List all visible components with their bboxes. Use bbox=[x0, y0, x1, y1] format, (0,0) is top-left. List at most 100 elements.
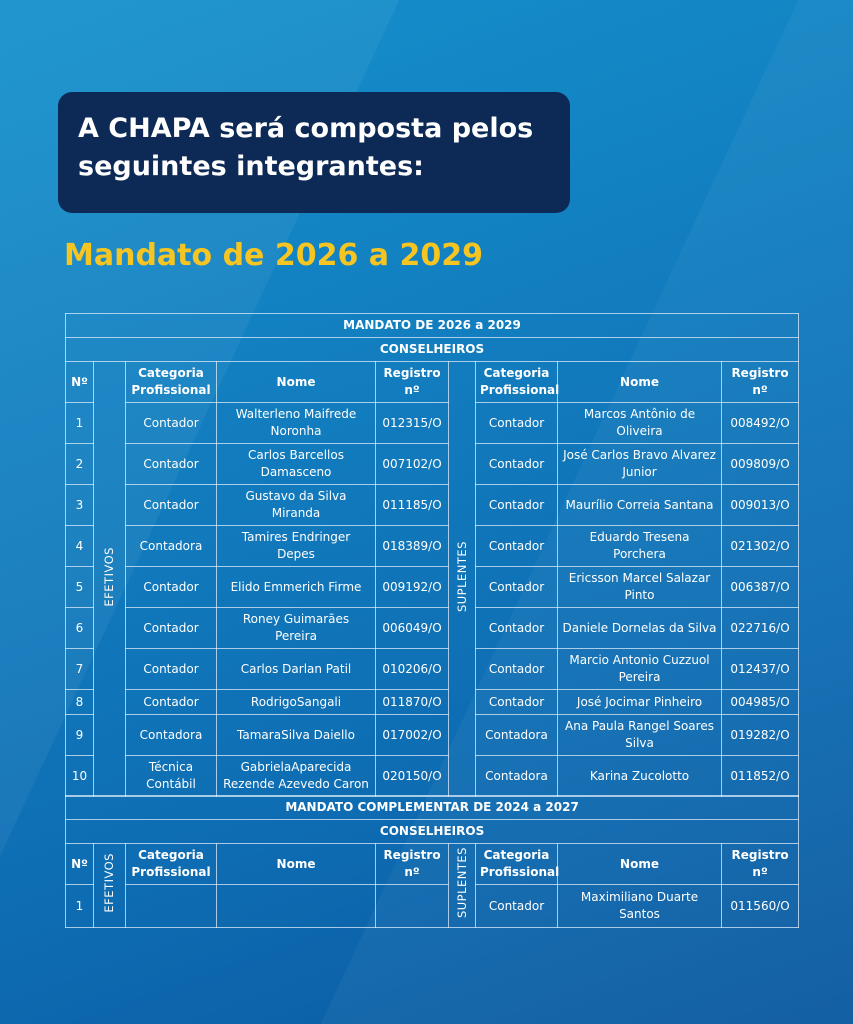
cell: 9 bbox=[65, 714, 94, 756]
cell: Contadora bbox=[125, 525, 217, 567]
title-box: A CHAPA será composta pelos seguintes in… bbox=[58, 92, 570, 213]
member-row: 8 Contador RodrigoSangali 011870/O Contador J… bbox=[65, 689, 799, 715]
cell: 011185/O bbox=[375, 484, 449, 526]
cell: Marcio Antonio Cuzzuol Pereira bbox=[557, 648, 722, 690]
cell: 021302/O bbox=[721, 525, 799, 567]
column-header: Nº bbox=[65, 361, 94, 403]
cell: 1 bbox=[65, 884, 94, 928]
cell: 017002/O bbox=[375, 714, 449, 756]
cell: 10 bbox=[65, 755, 94, 797]
cell: Carlos Barcellos Damasceno bbox=[216, 443, 376, 485]
cell: Contador bbox=[125, 689, 217, 715]
member-row: 3 Contador Gustavo da Silva Miranda 011185/… bbox=[65, 484, 799, 526]
cell: Eduardo Tresena Porchera bbox=[557, 525, 722, 567]
cell: 010206/O bbox=[375, 648, 449, 690]
member-row: 4 Contadora Tamires Endringer Depes 018389/… bbox=[65, 525, 799, 567]
group-label: EFETIVOS bbox=[102, 853, 116, 913]
cell: Daniele Dornelas da Silva bbox=[557, 607, 722, 649]
cell: 006387/O bbox=[721, 566, 799, 608]
group-label-cell: SUPLENTES bbox=[448, 361, 476, 797]
title-row: MANDATO DE 2026 a 2029 bbox=[65, 313, 799, 338]
cell bbox=[216, 884, 376, 928]
title-row: MANDATO COMPLEMENTAR DE 2024 a 2027 bbox=[64, 795, 800, 820]
cell: 011870/O bbox=[375, 689, 449, 715]
section-row: CONSELHEIROS bbox=[65, 337, 799, 362]
cell: Contador bbox=[475, 607, 558, 649]
cell: 6 bbox=[65, 607, 94, 649]
cell: RodrigoSangali bbox=[216, 689, 376, 715]
column-header: Nome bbox=[216, 361, 376, 403]
group-label-cell: EFETIVOS bbox=[93, 361, 126, 797]
cell: 012315/O bbox=[375, 402, 449, 444]
cell: Gustavo da Silva Miranda bbox=[216, 484, 376, 526]
column-header: Registro nº bbox=[721, 361, 799, 403]
cell: 020150/O bbox=[375, 755, 449, 797]
cell: Contador bbox=[125, 484, 217, 526]
cell: Contador bbox=[475, 525, 558, 567]
member-row: 5 Contador Elido Emmerich Firme 009192/O Con… bbox=[65, 566, 799, 608]
cell: 011560/O bbox=[720, 884, 800, 928]
cell: Contador bbox=[125, 607, 217, 649]
member-row: 7 Contador Carlos Darlan Patil 010206/O Cont… bbox=[65, 648, 799, 690]
cell: Contador bbox=[475, 648, 558, 690]
section-title: CONSELHEIROS bbox=[64, 819, 800, 844]
group-label-cell: SUPLENTES bbox=[448, 843, 476, 928]
cell: Contadora bbox=[125, 714, 217, 756]
cell: Contador bbox=[125, 402, 217, 444]
column-header: Registro nº bbox=[375, 361, 449, 403]
column-header: Nome bbox=[557, 361, 722, 403]
cell: 022716/O bbox=[721, 607, 799, 649]
cell: Ericsson Marcel Salazar Pinto bbox=[557, 566, 722, 608]
cell: 011852/O bbox=[721, 755, 799, 797]
table-title: MANDATO COMPLEMENTAR DE 2024 a 2027 bbox=[64, 795, 800, 820]
cell: 2 bbox=[65, 443, 94, 485]
cell: 009192/O bbox=[375, 566, 449, 608]
cell: 006049/O bbox=[375, 607, 449, 649]
cell: Contador bbox=[125, 648, 217, 690]
cell: 8 bbox=[65, 689, 94, 715]
cell: GabrielaAparecida Rezende Azevedo Caron bbox=[216, 755, 376, 797]
cell: Tamires Endringer Depes bbox=[216, 525, 376, 567]
group-label: SUPLENTES bbox=[454, 540, 469, 613]
column-header: Categoria Profissional bbox=[475, 843, 559, 885]
column-header: Categoria Profissional bbox=[125, 843, 217, 885]
members-table: MANDATO COMPLEMENTAR DE 2024 a 2027 CONSE… bbox=[64, 795, 800, 928]
member-row: 2 Contador Carlos Barcellos Damasceno 00710… bbox=[65, 443, 799, 485]
cell: Roney Guimarães Pereira bbox=[216, 607, 376, 649]
cell: 019282/O bbox=[721, 714, 799, 756]
section-title: CONSELHEIROS bbox=[65, 337, 799, 362]
member-row: 1 Contador Maximiliano Duarte Santos 011560… bbox=[65, 884, 800, 928]
column-header: Nome bbox=[216, 843, 376, 885]
cell: Contador bbox=[125, 566, 217, 608]
cell: Contador bbox=[475, 884, 558, 928]
cell: Marcos Antônio de Oliveira bbox=[557, 402, 722, 444]
cell: 007102/O bbox=[375, 443, 449, 485]
cell: Walterleno Maifrede Noronha bbox=[216, 402, 376, 444]
column-header: Categoria Profissional bbox=[475, 361, 559, 403]
cell: Contadora bbox=[475, 755, 558, 797]
cell: TamaraSilva Daiello bbox=[216, 714, 376, 756]
column-header: Categoria Profissional bbox=[125, 361, 217, 403]
column-header: Registro nº bbox=[375, 843, 449, 885]
table-title: MANDATO DE 2026 a 2029 bbox=[65, 313, 799, 338]
member-row: 9 Contadora TamaraSilva Daiello 017002/O Con… bbox=[65, 714, 799, 756]
group-label: EFETIVOS bbox=[102, 546, 116, 607]
cell: 5 bbox=[65, 566, 94, 608]
cell: Maurílio Correia Santana bbox=[557, 484, 722, 526]
header-row: Nº EFETIVOS Categoria Profissional Nome Regi… bbox=[65, 361, 799, 797]
cell: Elido Emmerich Firme bbox=[216, 566, 376, 608]
section-row: CONSELHEIROS bbox=[64, 819, 800, 844]
cell: Maximiliano Duarte Santos bbox=[557, 884, 722, 928]
cell: Contadora bbox=[475, 714, 558, 756]
column-header: Nº bbox=[65, 843, 94, 885]
members-table: MANDATO DE 2026 a 2029 CONSELHEIROS Nº EFET… bbox=[65, 313, 799, 797]
cell bbox=[375, 884, 449, 928]
cell: 008492/O bbox=[721, 402, 799, 444]
column-header: Registro nº bbox=[720, 843, 800, 885]
cell: Contador bbox=[475, 402, 558, 444]
cell: Contador bbox=[125, 443, 217, 485]
title: A CHAPA será composta pelos seguintes in… bbox=[78, 113, 534, 182]
cell bbox=[125, 884, 217, 928]
cell: 3 bbox=[65, 484, 94, 526]
